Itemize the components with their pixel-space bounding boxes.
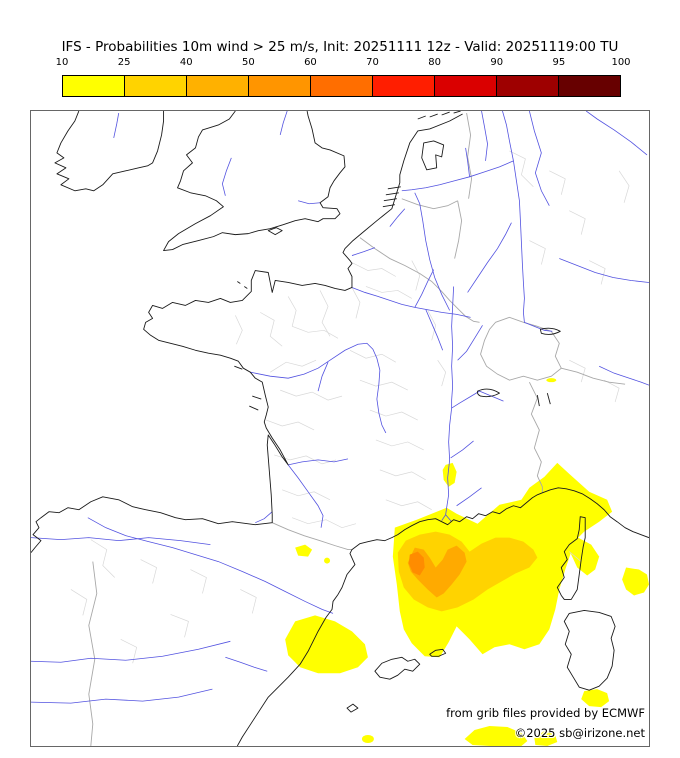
colorbar-tick-80: 80 [428, 57, 442, 68]
page-title: IFS - Probabilities 10m wind > 25 m/s, I… [61, 39, 619, 55]
colorbar-tick-95: 95 [552, 57, 566, 68]
map-canvas: from grib files provided by ECMWF ©2025 … [30, 110, 650, 747]
department-boundaries-layer [70, 150, 630, 664]
colorbar-tick-90: 90 [490, 57, 504, 68]
colorbar-segment-4 [249, 76, 311, 96]
colorbar-segment-5 [311, 76, 373, 96]
attribution-source: from grib files provided by ECMWF [446, 706, 645, 720]
probability-colorbar [62, 75, 621, 97]
colorbar-tick-100: 100 [611, 57, 631, 68]
colorbar-tick-40: 40 [179, 57, 193, 68]
colorbar-segment-7 [435, 76, 497, 96]
colorbar-tick-10: 10 [55, 57, 69, 68]
colorbar-tick-50: 50 [241, 57, 255, 68]
colorbar-tick-60: 60 [304, 57, 317, 68]
colorbar-tick-70: 70 [366, 57, 379, 68]
colorbar-tick-25: 25 [117, 57, 131, 68]
coastlines-layer [31, 111, 649, 746]
rivers-layer [31, 111, 649, 704]
colorbar-segment-8 [497, 76, 559, 96]
colorbar-segment-3 [187, 76, 249, 96]
colorbar-segment-9 [559, 76, 620, 96]
map-svg [31, 111, 649, 746]
country-borders-layer [88, 112, 626, 746]
colorbar-segment-1 [63, 76, 125, 96]
colorbar-segment-6 [373, 76, 435, 96]
attribution-copyright: ©2025 sb@irizone.net [514, 726, 645, 740]
probability-area-50pct [408, 551, 425, 576]
colorbar-segment-2 [125, 76, 187, 96]
